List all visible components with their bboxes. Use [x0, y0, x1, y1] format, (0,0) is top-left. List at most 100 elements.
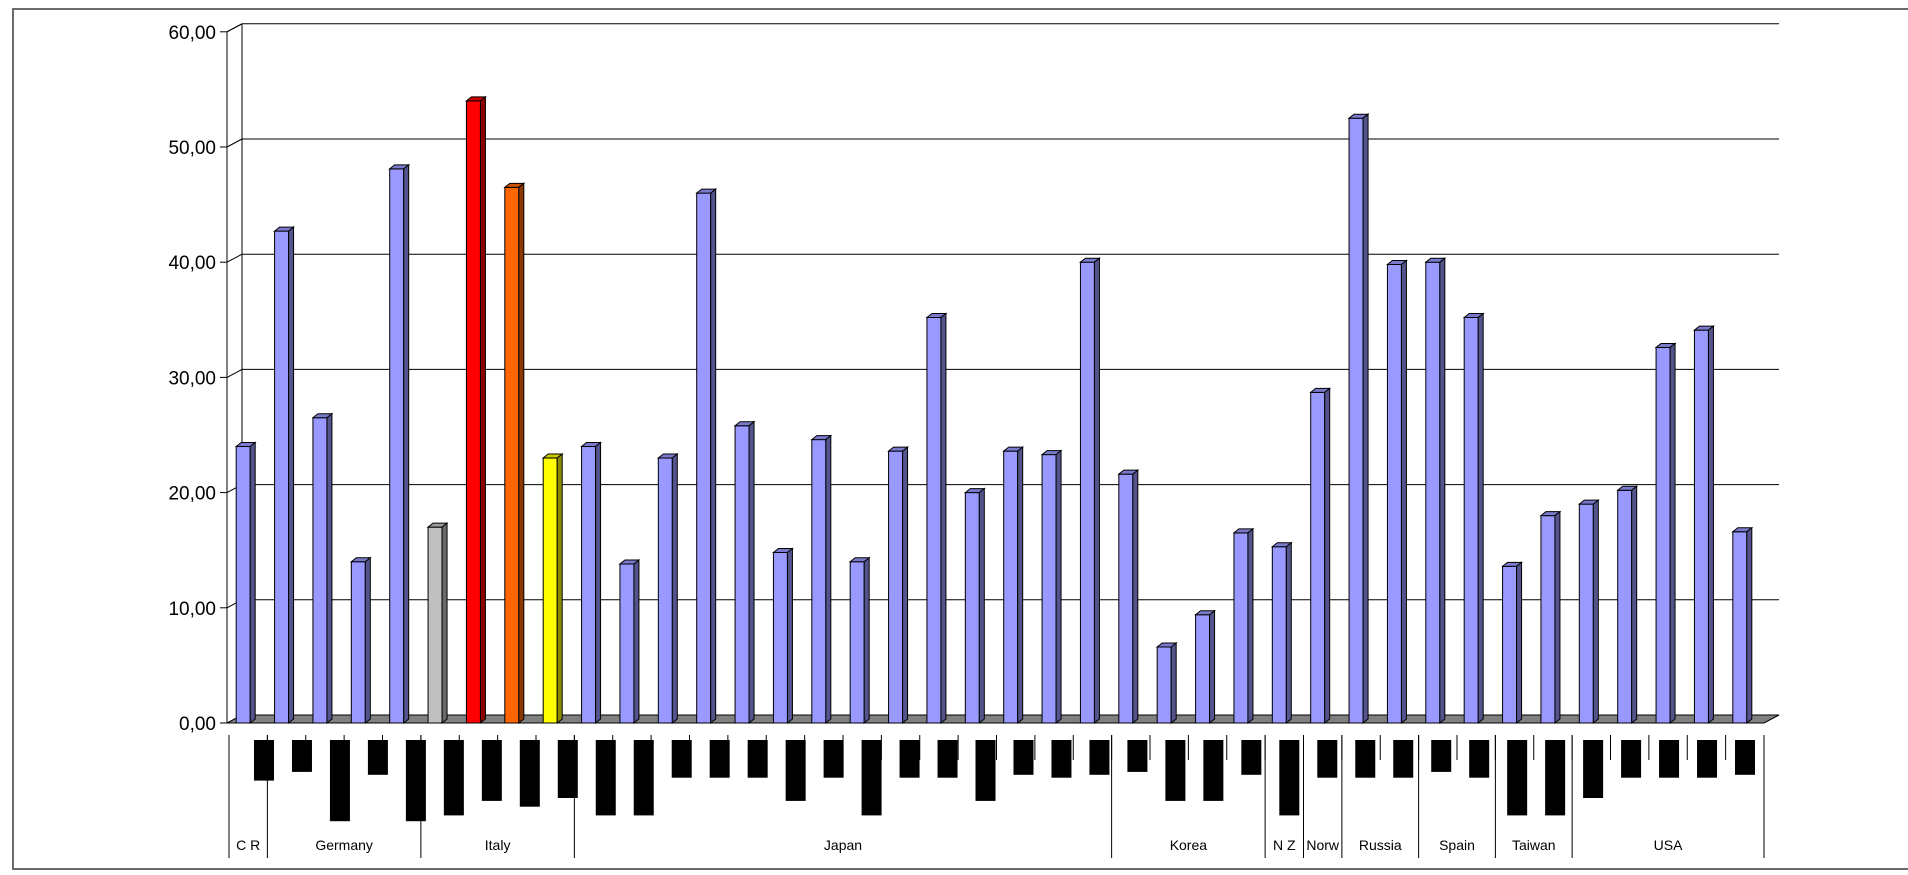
category-marker: [1431, 740, 1452, 772]
bar: [925, 312, 948, 725]
bar-front: [696, 192, 712, 724]
bar-side: [1247, 527, 1254, 725]
bar-front: [811, 439, 827, 724]
bar-side: [403, 163, 410, 725]
bar-side: [1631, 485, 1638, 725]
category-marker: [519, 740, 540, 807]
category-marker: [253, 740, 274, 781]
category-marker: [1735, 740, 1756, 775]
category-marker: [405, 740, 426, 822]
category-group-label: USA: [1654, 837, 1683, 853]
category-marker: [1583, 740, 1604, 798]
bar-side: [786, 547, 793, 725]
bar: [1501, 561, 1523, 725]
bar-front: [1386, 264, 1402, 724]
y-axis-top-diag: [226, 23, 243, 33]
bar-front: [1732, 531, 1748, 724]
category-marker: [1393, 740, 1414, 778]
bar: [1386, 259, 1408, 725]
y-tick-label: 40,00: [168, 253, 216, 274]
category-marker: [861, 740, 882, 816]
category-marker: [1089, 740, 1110, 775]
category-marker: [1545, 740, 1566, 816]
category-group-label: N Z: [1273, 837, 1296, 853]
bar-side: [902, 446, 909, 725]
bar-side: [978, 487, 985, 725]
bar-side: [364, 556, 371, 725]
bar-side: [326, 412, 333, 725]
bar-front: [1118, 473, 1134, 724]
bar-front: [657, 457, 673, 724]
bar: [349, 556, 372, 725]
bar-front: [1540, 515, 1556, 724]
bar-side: [595, 441, 602, 725]
category-groups: C R Germany Italy Japan Korea N Z Norw Russia Sp…: [228, 735, 1765, 858]
bar: [733, 420, 756, 725]
category-marker: [1355, 740, 1376, 778]
bar-front: [1463, 316, 1479, 724]
bars: [234, 95, 1754, 725]
gridline-diag: [226, 368, 243, 378]
category-marker: [291, 740, 312, 772]
y-tick-label: 60,00: [168, 23, 216, 44]
category-marker: [633, 740, 654, 816]
bar: [311, 412, 334, 725]
bar-front: [1271, 546, 1287, 724]
bar: [1424, 257, 1447, 725]
bar-side: [249, 441, 256, 725]
bar-side: [1324, 387, 1331, 725]
bar-front: [1425, 261, 1441, 724]
bar: [810, 434, 833, 725]
bar-side: [1554, 510, 1561, 725]
bar-front: [1348, 117, 1364, 724]
bar: [656, 452, 679, 725]
category-marker: [1241, 740, 1262, 775]
bar-side: [710, 188, 717, 725]
category-marker: [1013, 740, 1034, 775]
bar: [963, 487, 986, 725]
bar-side: [863, 556, 870, 725]
category-group-label: Taiwan: [1512, 837, 1556, 853]
category-marker: [557, 740, 578, 798]
bar: [1577, 499, 1600, 725]
category-markers: [253, 740, 1756, 822]
bar-front: [542, 457, 558, 724]
bar: [388, 163, 411, 725]
y-tick-label: 30,00: [168, 368, 216, 389]
bar-front: [350, 561, 366, 724]
bar-side: [1477, 312, 1484, 725]
bar-front: [1617, 489, 1633, 724]
category-group-label: Russia: [1359, 837, 1402, 853]
category-marker: [367, 740, 388, 775]
bar-front: [1502, 565, 1518, 724]
category-marker: [1127, 740, 1148, 772]
bar-front: [772, 552, 788, 724]
category-marker: [823, 740, 844, 778]
bar-front: [1079, 261, 1095, 724]
bar-side: [748, 420, 755, 725]
chart-frame: [12, 8, 1908, 870]
bar-front: [1233, 532, 1249, 724]
category-group-label: Germany: [315, 837, 373, 853]
bar: [503, 182, 526, 725]
bar-side: [633, 558, 640, 725]
category-marker: [1279, 740, 1300, 816]
y-tick-label: 20,00: [168, 484, 216, 505]
category-marker: [709, 740, 730, 778]
bar: [887, 446, 909, 725]
y-tick-label: 50,00: [168, 138, 216, 159]
category-marker: [1621, 740, 1642, 778]
category-group-label: C R: [236, 837, 260, 853]
bar-side: [479, 95, 486, 725]
bar-side: [825, 434, 832, 725]
category-marker: [1203, 740, 1224, 801]
bar-side: [1170, 641, 1177, 725]
gridline-diag: [226, 138, 243, 148]
bar: [1462, 312, 1485, 725]
bar-side: [288, 226, 295, 725]
category-marker: [1507, 740, 1528, 816]
bar-front: [619, 563, 635, 724]
bar: [1194, 609, 1216, 725]
bar: [1232, 527, 1255, 725]
